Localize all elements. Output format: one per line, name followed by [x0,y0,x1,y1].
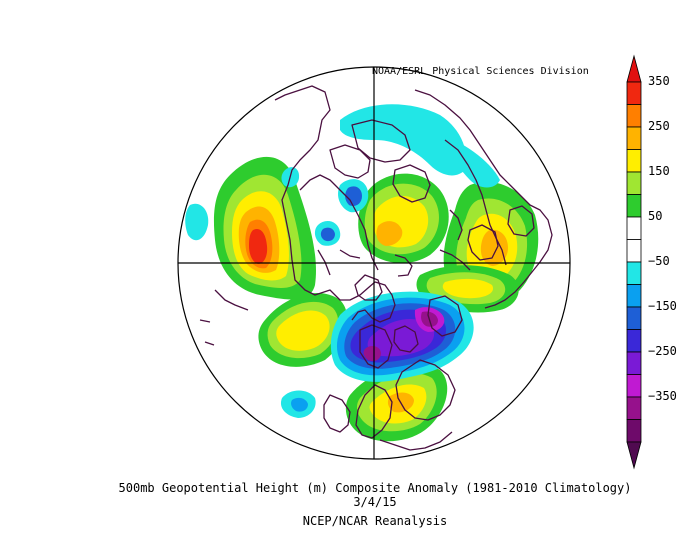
colorbar-swatch [626,306,642,330]
credit-label: NOAA/ESRL Physical Sciences Division [372,66,589,77]
colorbar-tick-label: 250 [648,119,670,133]
arctic-trough-cyan [340,104,467,176]
colorbar-tick-label: 350 [648,74,670,88]
colorbar-tick-label: 150 [648,164,670,178]
colorbar-swatch [626,149,642,173]
colorbar-bottom-arrow [626,441,642,470]
asia-ridge-amber [480,229,508,266]
cyan-blob-west [185,203,209,241]
colorbar-swatch [626,126,642,150]
colorbar-swatch [626,171,642,195]
atlantic-trough-core-2 [363,345,381,362]
colorbar-tick-label: −150 [648,299,677,313]
colorbar-swatch [626,419,642,443]
colorbar-swatch [626,329,642,353]
atlantic-trough-violet [367,318,435,357]
colorbar-tick-label: −50 [648,254,670,268]
colorbar-swatch [626,239,642,263]
map-boundary [177,66,571,460]
colorbar-tick-label: −350 [648,389,677,403]
colorbar-tick-label: −250 [648,344,677,358]
colorbar-swatch [626,284,642,308]
colorbar-swatch [626,351,642,375]
colorbar-tick-label: 50 [648,209,663,223]
pacific-ridge-red [249,228,268,264]
colorbar-swatch [626,194,642,218]
polar-low-blue [345,186,362,206]
map-date: 3/4/15 [353,495,397,509]
colorbar [626,54,642,470]
colorbar-swatch [626,216,642,240]
blue-blob-southwest [291,397,308,412]
colorbar-swatch [626,374,642,398]
colorbar-swatch [626,261,642,285]
colorbar-swatch [626,81,642,105]
colorbar-top-arrow [626,54,642,83]
data-source: NCEP/NCAR Reanalysis [302,514,448,528]
coastlines [199,85,553,451]
na-ridge-yellow [276,310,330,351]
map-title: 500mb Geopotential Height (m) Composite … [118,481,632,495]
anomaly-field [178,67,570,459]
hudson-low-blue [320,227,335,242]
arctic-ridge-amber [376,221,403,246]
colorbar-swatch [626,104,642,128]
siberia-band-yellow [442,278,494,299]
colorbar-swatch [626,396,642,420]
